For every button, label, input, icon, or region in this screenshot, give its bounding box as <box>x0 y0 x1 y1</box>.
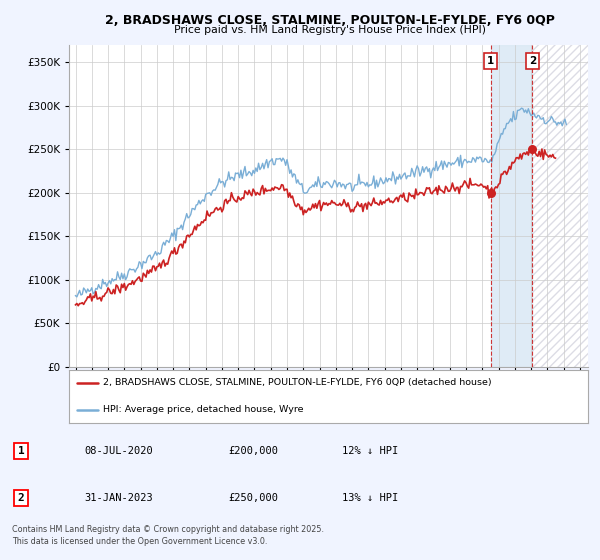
Text: 1: 1 <box>487 56 494 66</box>
Bar <box>532 45 588 367</box>
Text: 1: 1 <box>17 446 25 456</box>
Point <box>486 188 496 197</box>
Text: 2, BRADSHAWS CLOSE, STALMINE, POULTON-LE-FYLDE, FY6 0QP (detached house): 2, BRADSHAWS CLOSE, STALMINE, POULTON-LE… <box>103 379 491 388</box>
Text: 2: 2 <box>529 56 536 66</box>
Text: 2: 2 <box>17 493 25 503</box>
Text: 13% ↓ HPI: 13% ↓ HPI <box>342 493 398 503</box>
Text: 08-JUL-2020: 08-JUL-2020 <box>84 446 153 456</box>
Text: HPI: Average price, detached house, Wyre: HPI: Average price, detached house, Wyre <box>103 405 303 414</box>
Text: 12% ↓ HPI: 12% ↓ HPI <box>342 446 398 456</box>
Text: 31-JAN-2023: 31-JAN-2023 <box>84 493 153 503</box>
Bar <box>491 45 532 367</box>
Text: Price paid vs. HM Land Registry's House Price Index (HPI): Price paid vs. HM Land Registry's House … <box>174 25 486 35</box>
Text: £200,000: £200,000 <box>228 446 278 456</box>
Text: £250,000: £250,000 <box>228 493 278 503</box>
Text: 2, BRADSHAWS CLOSE, STALMINE, POULTON-LE-FYLDE, FY6 0QP: 2, BRADSHAWS CLOSE, STALMINE, POULTON-LE… <box>105 14 555 27</box>
Text: Contains HM Land Registry data © Crown copyright and database right 2025.
This d: Contains HM Land Registry data © Crown c… <box>12 525 324 546</box>
Point <box>527 144 537 153</box>
